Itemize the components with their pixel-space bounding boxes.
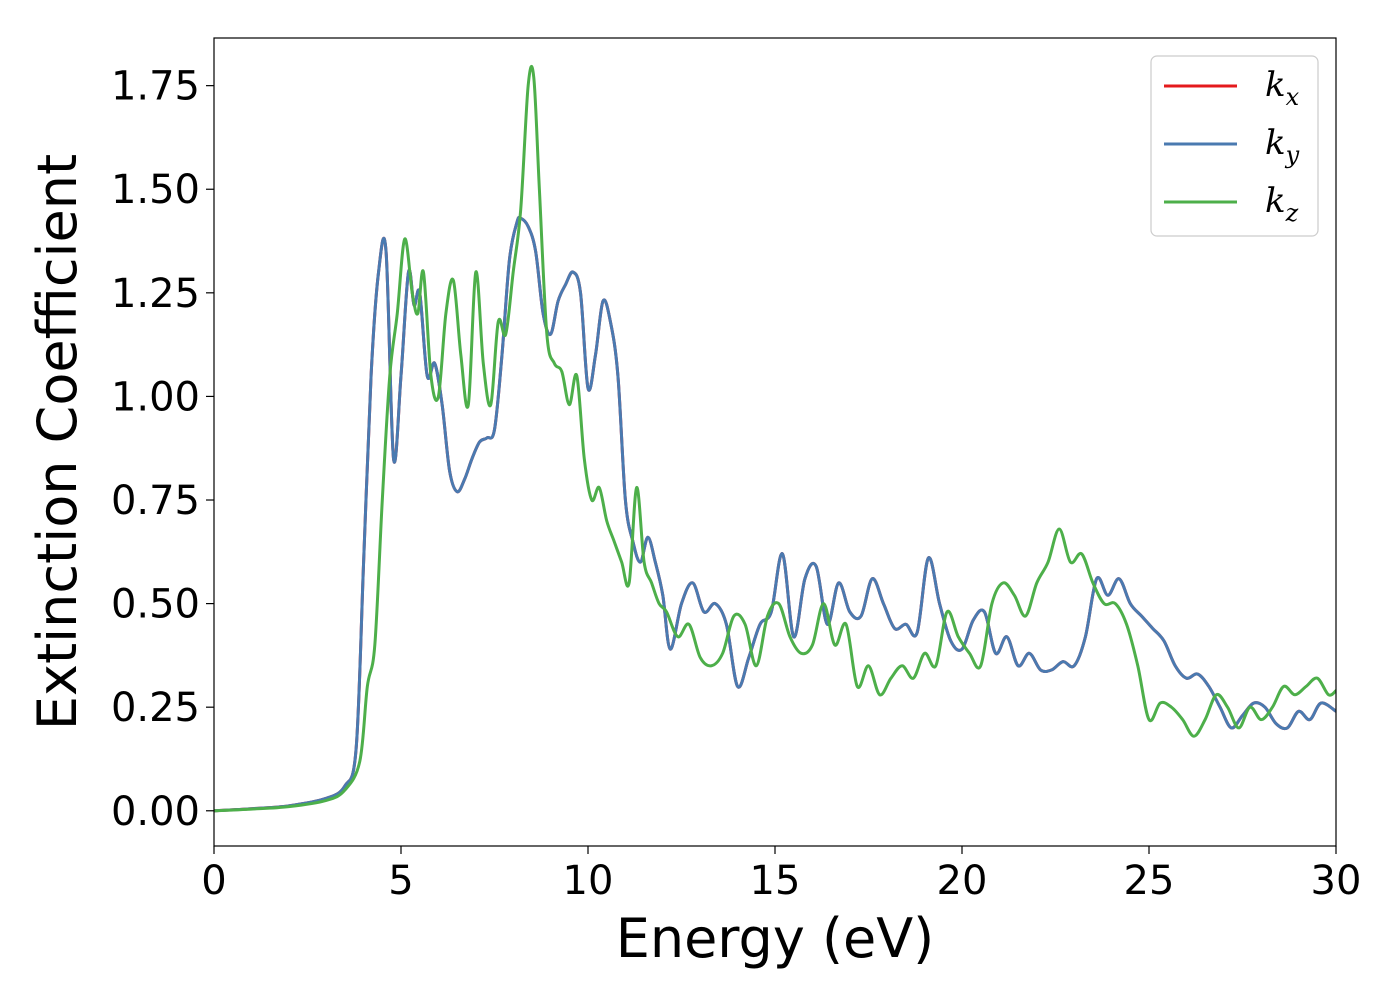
- x-tick-label: 5: [388, 858, 413, 904]
- series-line-ky: [214, 215, 1336, 813]
- y-axis-title: Extinction Coefficient: [26, 154, 89, 730]
- x-axis-title: Energy (eV): [616, 907, 935, 970]
- legend-label-subscript: z: [1285, 199, 1299, 227]
- y-tick-label: 0.25: [111, 685, 200, 731]
- plot-area: [214, 38, 1336, 846]
- y-axis: 0.00 0.25 0.50 0.75 1.00 1.25 1.50 1.75: [111, 64, 214, 835]
- x-tick-label: 10: [563, 858, 614, 904]
- y-tick-label: 0.75: [111, 478, 200, 524]
- x-tick-label: 25: [1124, 858, 1175, 904]
- x-tick-label: 20: [937, 858, 988, 904]
- x-tick-label: 0: [201, 858, 226, 904]
- legend-label-subscript: y: [1285, 141, 1300, 169]
- series-line-kz: [214, 65, 1336, 813]
- y-tick-label: 1.50: [111, 167, 200, 213]
- legend-label-kx: kx: [1265, 65, 1300, 111]
- x-tick-label: 30: [1311, 858, 1362, 904]
- legend-label-ky: ky: [1265, 123, 1300, 169]
- legend-label-main: k: [1265, 65, 1286, 105]
- series-layer: [214, 65, 1336, 813]
- x-axis: 0 5 10 15 20 25 30: [201, 846, 1361, 904]
- y-tick-label: 0.00: [111, 789, 200, 835]
- legend-label-kz: kz: [1265, 181, 1299, 227]
- legend-label-main: k: [1265, 181, 1286, 221]
- legend-label-main: k: [1265, 123, 1286, 163]
- y-tick-label: 1.00: [111, 374, 200, 420]
- legend-label-subscript: x: [1286, 83, 1300, 111]
- y-tick-label: 1.75: [111, 64, 200, 110]
- y-tick-label: 1.25: [111, 271, 200, 317]
- x-tick-label: 15: [750, 858, 801, 904]
- legend-box: [1150, 55, 1319, 237]
- y-tick-label: 0.50: [111, 582, 200, 628]
